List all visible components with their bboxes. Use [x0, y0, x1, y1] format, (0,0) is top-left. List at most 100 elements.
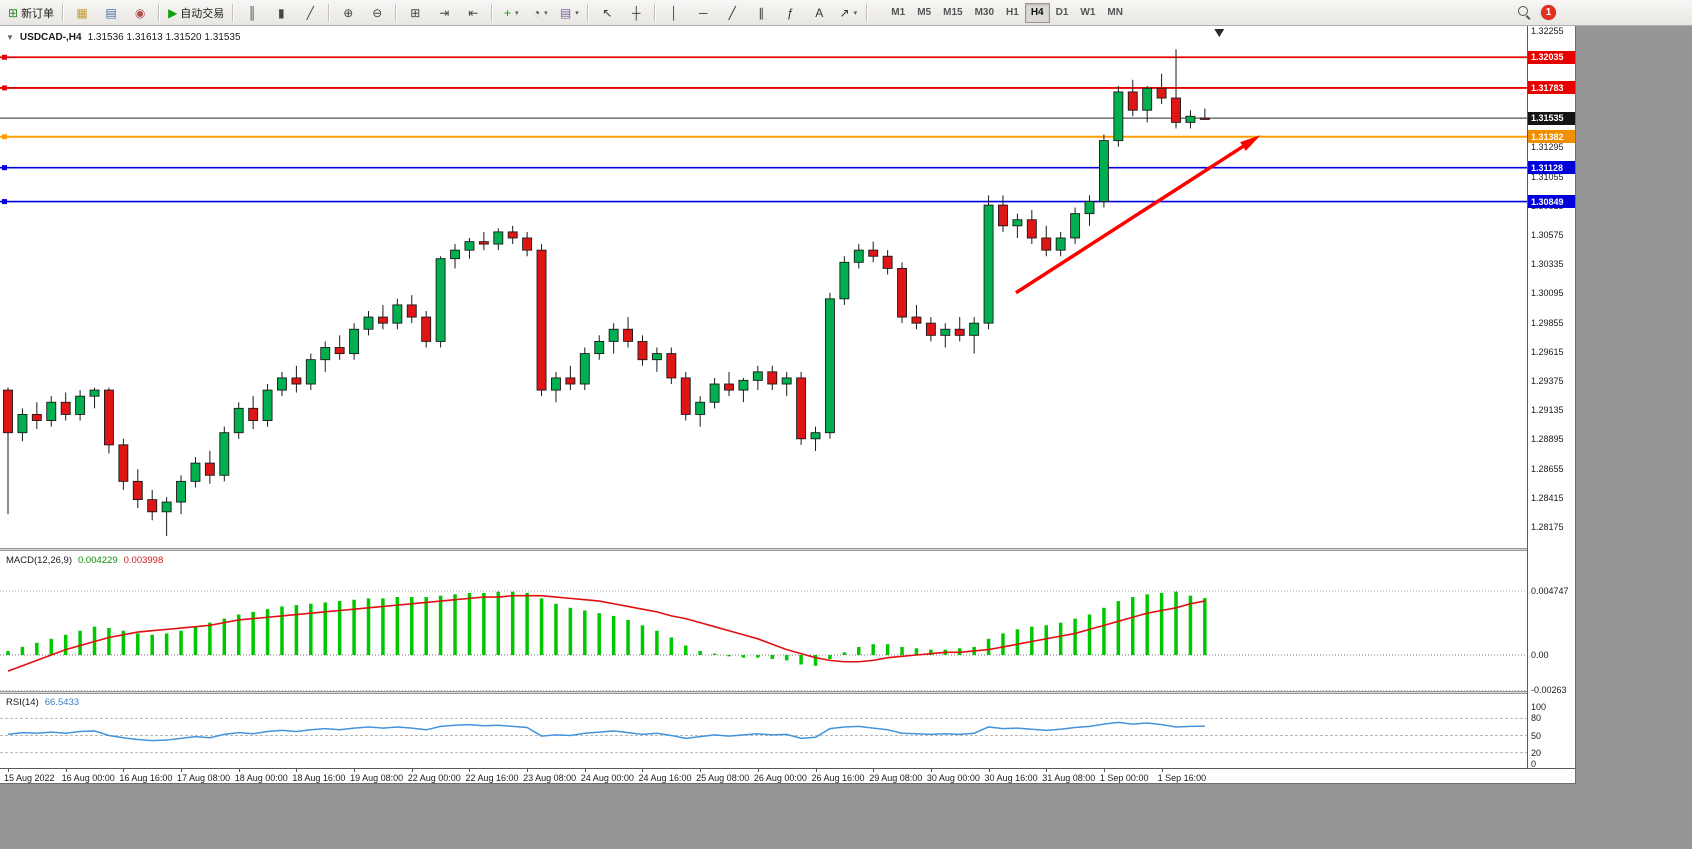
timeframe-h4[interactable]: H4 [1024, 2, 1050, 23]
price-axis-label: 1.31055 [1531, 171, 1564, 182]
price-tag: 1.31783 [1528, 81, 1575, 95]
zoom-in-button[interactable]: ⊕ [334, 2, 362, 24]
timeframe-toolbar: M1 M5 M15 M30 H1 H4 D1 W1 MN [885, 2, 1129, 23]
toolbar-separator [232, 3, 235, 22]
indicators-plus-icon: + [504, 5, 512, 20]
search-icon[interactable] [1518, 6, 1531, 19]
macd-main-value: 0.004229 [78, 555, 118, 566]
zoom-out-icon: ⊖ [372, 5, 383, 20]
time-axis-tick [527, 769, 529, 772]
time-axis-tick [411, 769, 413, 772]
toolbar-separator [866, 3, 869, 22]
notification-badge[interactable]: 1 [1541, 5, 1556, 20]
price-axis-label: 1.28175 [1531, 522, 1564, 532]
cursor-icon: ↖ [602, 5, 613, 20]
time-axis-tick [238, 769, 240, 772]
macd-chart-canvas[interactable] [0, 551, 1527, 691]
time-axis-tick [1161, 769, 1163, 772]
trendline-icon: ╱ [728, 5, 736, 20]
candlestick-button[interactable]: ▮ [267, 2, 295, 24]
time-axis-label: 24 Aug 16:00 [638, 773, 692, 783]
time-axis-tick [65, 769, 67, 772]
crosshair-button[interactable]: ┼ [622, 2, 650, 24]
rsi-chart-canvas[interactable] [0, 694, 1527, 768]
rsi-axis-label: 20 [1531, 747, 1542, 758]
time-axis-label: 29 Aug 08:00 [869, 773, 923, 783]
chart-shift-icon: ⇤ [468, 5, 479, 20]
timeframe-h1[interactable]: H1 [1006, 7, 1019, 18]
timeframe-m15[interactable]: M15 [943, 7, 963, 18]
workspace: ▼ USDCAD-,H4 1.31536 1.31613 1.31520 1.3… [0, 26, 1692, 849]
macd-signal-value: 0.003998 [123, 555, 164, 566]
bar-chart-button[interactable]: ║ [238, 2, 266, 24]
rsi-axis-label: 0 [1531, 759, 1537, 769]
bar-chart-icon: ║ [248, 5, 257, 20]
rsi-value: 66.5433 [44, 697, 80, 708]
templates-icon: ▤ [559, 5, 572, 20]
chart-wizard-icon: ▦ [76, 5, 88, 20]
timeframe-m1[interactable]: M1 [891, 7, 906, 18]
timeframe-w1[interactable]: W1 [1080, 7, 1096, 18]
chevron-down-icon: ▾ [575, 9, 579, 17]
text-button[interactable]: A [805, 2, 833, 24]
time-axis-tick [584, 769, 586, 772]
channel-button[interactable]: ∥ [747, 2, 775, 24]
new-order-button[interactable]: ⊞ 新订单 [4, 2, 58, 24]
auto-scroll-button[interactable]: ⇥ [430, 2, 458, 24]
time-axis-label: 17 Aug 08:00 [177, 773, 231, 783]
autotrading-button[interactable]: ▶ 自动交易 [164, 2, 228, 24]
chevron-down-icon[interactable]: ▼ [6, 33, 14, 42]
vertical-line-button[interactable]: │ [660, 2, 688, 24]
time-axis-label: 24 Aug 00:00 [580, 773, 634, 783]
toolbar-separator [395, 3, 398, 22]
horizontal-line-button[interactable]: ─ [689, 2, 717, 24]
time-axis-tick [296, 769, 298, 772]
chevron-down-icon: ▾ [853, 9, 858, 17]
autotrading-play-icon: ▶ [168, 5, 178, 20]
line-chart-icon: ╱ [306, 5, 314, 20]
profiles-button[interactable]: ▤ [97, 2, 125, 24]
trendline-button[interactable]: ╱ [718, 2, 746, 24]
time-axis-tick [988, 769, 990, 772]
chart-wizard-button[interactable]: ▦ [68, 2, 96, 24]
pane-splitter[interactable] [0, 548, 1575, 551]
timeframe-m5[interactable]: M5 [917, 7, 932, 18]
autotrading-button-label: 自动交易 [180, 7, 225, 20]
fibonacci-button[interactable]: ƒ [776, 2, 804, 24]
arrows-button[interactable]: ↗ ▾ [834, 2, 862, 24]
price-axis: 1.322551.312951.310551.308151.305751.303… [1527, 26, 1575, 769]
pane-splitter[interactable] [0, 691, 1575, 694]
templates-button[interactable]: ▤ ▾ [555, 2, 583, 24]
alerts-button[interactable]: ◉ [126, 2, 154, 24]
time-axis-label: 18 Aug 16:00 [292, 773, 346, 783]
zoom-out-button[interactable]: ⊖ [363, 2, 391, 24]
periods-button[interactable]: ◔ ▾ [526, 2, 554, 24]
indicators-button[interactable]: + ▾ [497, 2, 525, 24]
chart-shift-button[interactable]: ⇤ [459, 2, 487, 24]
line-chart-button[interactable]: ╱ [296, 2, 324, 24]
time-axis-label: 19 Aug 08:00 [350, 773, 404, 783]
chart-symbol-period: USDCAD-,H4 [19, 32, 82, 43]
tile-windows-button[interactable]: ⊞ [401, 2, 429, 24]
chevron-down-icon: ▾ [544, 9, 548, 17]
macd-axis-label: 0.004747 [1531, 586, 1569, 596]
cursor-button[interactable]: ↖ [593, 2, 621, 24]
macd-label: MACD(12,26,9) 0.004229 0.003998 [6, 555, 163, 566]
timeframe-m30[interactable]: M30 [974, 7, 995, 18]
time-axis-label: 25 Aug 08:00 [696, 773, 750, 783]
time-axis-label: 18 Aug 00:00 [234, 773, 288, 783]
rsi-label: RSI(14) 66.5433 [6, 697, 79, 708]
auto-scroll-icon: ⇥ [439, 5, 450, 20]
price-axis-label: 1.30095 [1531, 288, 1564, 299]
time-axis-tick [181, 769, 183, 772]
timeframe-d1[interactable]: D1 [1055, 7, 1069, 18]
price-axis-label: 1.30575 [1531, 229, 1564, 240]
time-axis-label: 22 Aug 00:00 [407, 773, 461, 783]
time-axis-label: 1 Sep 16:00 [1157, 773, 1207, 783]
price-axis-label: 1.28895 [1531, 434, 1564, 445]
time-axis-label: 30 Aug 00:00 [926, 773, 980, 783]
timeframe-mn[interactable]: MN [1107, 7, 1123, 18]
rsi-axis-label: 80 [1531, 713, 1542, 724]
price-axis-label: 1.29855 [1531, 317, 1564, 328]
price-chart-canvas[interactable] [0, 26, 1527, 548]
